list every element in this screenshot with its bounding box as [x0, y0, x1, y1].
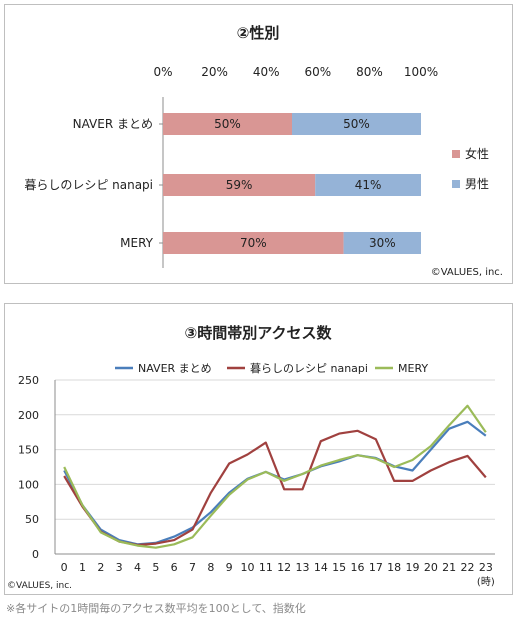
data-label-male: 50%: [343, 117, 370, 131]
x-tick-label: 0%: [153, 65, 172, 79]
x-tick-label: 40%: [253, 65, 280, 79]
bar-male: [292, 113, 421, 135]
legend-label: MERY: [398, 362, 428, 375]
x-tick-label: 100%: [404, 65, 438, 79]
gender-chart-panel: ②性別 0% 20% 40% 60% 80% 100% NAVER まとめ 50% 50% 暮らしの…: [4, 4, 513, 284]
x-tick-label: 10: [241, 561, 255, 574]
x-tick-label: 60%: [304, 65, 331, 79]
series-line-naver: [63, 420, 487, 546]
x-tick-label: 4: [134, 561, 141, 574]
data-label-female: 59%: [226, 178, 253, 192]
x-tick-label: 19: [406, 561, 420, 574]
x-tick-label: 7: [189, 561, 196, 574]
x-tick-label: 23: [479, 561, 493, 574]
x-tick-label: 18: [387, 561, 401, 574]
x-tick-label: 16: [351, 561, 365, 574]
legend-label: NAVER まとめ: [138, 362, 212, 375]
x-tick-label: 21: [442, 561, 456, 574]
x-tick-label: 6: [171, 561, 178, 574]
y-tick-label: 150: [18, 444, 39, 457]
category-label: 暮らしのレシピ nanapi: [24, 178, 153, 192]
x-tick-label: 5: [152, 561, 159, 574]
chart-title: ②性別: [237, 24, 280, 42]
x-tick-label: 2: [97, 561, 104, 574]
x-tick-label: 12: [277, 561, 291, 574]
x-axis-unit: (時): [477, 576, 495, 588]
credit-text: ©VALUES, inc.: [7, 581, 72, 591]
x-tick-label: 1: [79, 561, 86, 574]
gender-chart: ②性別 0% 20% 40% 60% 80% 100% NAVER まとめ 50% 50% 暮らしの…: [24, 24, 503, 278]
y-tick-label: 0: [32, 548, 39, 561]
chart-title: ③時間帯別アクセス数: [185, 324, 333, 342]
data-label-male: 30%: [369, 236, 396, 250]
bar-female: [163, 174, 316, 196]
bar-male: [343, 232, 421, 254]
x-tick-label: 0: [61, 561, 68, 574]
credit-text: ©VALUES, inc.: [431, 267, 503, 278]
bar-female: [163, 113, 292, 135]
legend-swatch: [452, 180, 460, 188]
legend-label: 暮らしのレシピ nanapi: [250, 361, 368, 375]
x-tick-label: 15: [332, 561, 346, 574]
y-tick-label: 250: [18, 374, 39, 387]
x-tick-label: 13: [296, 561, 310, 574]
x-tick-label: 20%: [201, 65, 228, 79]
x-tick-label: 8: [207, 561, 214, 574]
category-label: MERY: [120, 236, 154, 250]
y-tick-label: 200: [18, 409, 39, 422]
x-tick-label: 11: [259, 561, 273, 574]
x-tick-label: 14: [314, 561, 328, 574]
y-tick-label: 50: [25, 513, 39, 526]
x-tick-label: 17: [369, 561, 383, 574]
hourly-access-chart-panel: ③時間帯別アクセス数 0 50 100 150 200 250 0 1 2 3 4 5 6 7 8 9 10 11 1…: [4, 303, 513, 595]
x-tick-label: 80%: [356, 65, 383, 79]
category-label: NAVER まとめ: [73, 117, 153, 131]
legend-swatch: [452, 150, 460, 158]
series-line-mery: [63, 404, 487, 549]
legend-label: 男性: [465, 177, 489, 191]
bar-female: [163, 232, 344, 254]
series-line-nanapi: [63, 429, 487, 547]
x-tick-label: 9: [226, 561, 233, 574]
data-label-female: 50%: [214, 117, 241, 131]
y-tick-label: 100: [18, 478, 39, 491]
x-tick-label: 3: [116, 561, 123, 574]
x-tick-label: 20: [424, 561, 438, 574]
bar-male: [315, 174, 421, 196]
footnote: ※各サイトの1時間毎のアクセス数平均を100として、指数化: [6, 602, 306, 615]
x-tick-label: 22: [461, 561, 475, 574]
data-label-male: 41%: [355, 178, 382, 192]
legend-label: 女性: [465, 146, 489, 161]
data-label-female: 70%: [240, 236, 267, 250]
